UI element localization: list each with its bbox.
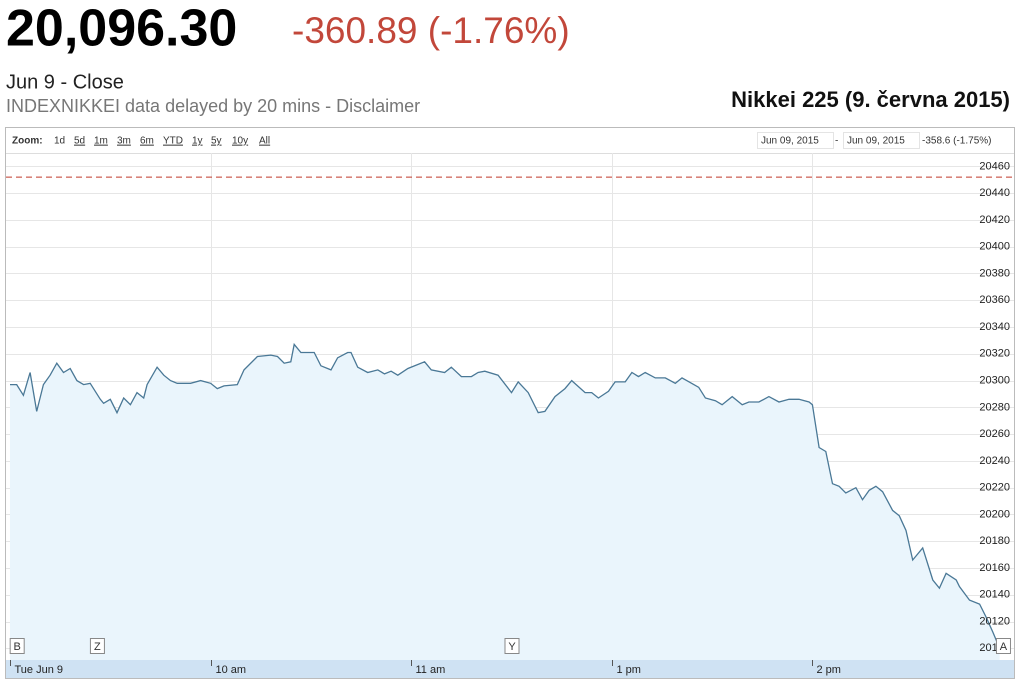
range-start[interactable]: Jun 09, 2015 (761, 136, 819, 147)
zoom-option[interactable]: YTD (163, 136, 183, 147)
status: Jun 9 - Close (6, 71, 124, 93)
y-tick-label: 20160 (979, 562, 1010, 574)
zoom-option[interactable]: 5y (211, 136, 222, 147)
annotation-label: A (1000, 641, 1008, 653)
y-tick-label: 20400 (979, 241, 1010, 253)
y-tick-label: 20300 (979, 374, 1010, 386)
y-tick-label: 20280 (979, 401, 1010, 413)
x-axis-bar (6, 660, 1014, 678)
area-fill (10, 344, 1000, 660)
x-tick-label: 11 am (416, 664, 446, 676)
price: 20,096.30 (6, 0, 237, 58)
y-tick-label: 20420 (979, 214, 1010, 226)
range-end-box[interactable] (843, 132, 920, 149)
y-tick-label: 20440 (979, 187, 1010, 199)
zoom-label: Zoom: (12, 136, 43, 147)
zoom-option[interactable]: 5d (74, 136, 85, 147)
annotation-flag[interactable] (504, 638, 520, 654)
y-tick-label: 20240 (979, 455, 1010, 467)
y-tick-label: 20380 (979, 267, 1010, 279)
y-tick-label: 20140 (979, 589, 1010, 601)
x-tick-label: 1 pm (617, 664, 641, 676)
y-tick-label: 20200 (979, 508, 1010, 520)
annotation-flag[interactable] (995, 638, 1011, 654)
x-tick-label: 10 am (216, 664, 247, 676)
y-tick-label: 20340 (979, 321, 1010, 333)
y-tick-label: 20120 (979, 615, 1010, 627)
annotation-flag[interactable] (89, 638, 105, 654)
annotation-label: Y (508, 641, 516, 653)
range-separator: - (835, 136, 838, 147)
zoom-option[interactable]: 1y (192, 136, 203, 147)
zoom-option[interactable]: All (259, 136, 270, 147)
x-tick-label: Tue Jun 9 (15, 664, 64, 676)
range-change: -358.6 (-1.75%) (922, 136, 991, 147)
x-tick-label: 2 pm (817, 664, 841, 676)
source-note[interactable]: INDEXNIKKEI data delayed by 20 mins - Di… (6, 96, 420, 116)
y-tick-label: 20180 (979, 535, 1010, 547)
y-tick-label: 20320 (979, 348, 1010, 360)
zoom-option[interactable]: 10y (232, 136, 248, 147)
y-tick-label: 20360 (979, 294, 1010, 306)
y-tick-label: 20220 (979, 482, 1010, 494)
y-tick-label: 20260 (979, 428, 1010, 440)
range-start-box[interactable] (757, 132, 834, 149)
price-line (10, 342, 1001, 649)
zoom-option[interactable]: 1m (94, 136, 108, 147)
zoom-option[interactable]: 1d (54, 136, 65, 147)
zoom-option[interactable]: 3m (117, 136, 131, 147)
y-tick-label: 20460 (979, 160, 1010, 172)
annotation-flag[interactable] (9, 638, 25, 654)
range-end[interactable]: Jun 09, 2015 (847, 136, 905, 147)
price-change: -360.89 (-1.76%) (292, 10, 570, 51)
chart-title: Nikkei 225 (9. června 2015) (731, 87, 1010, 112)
annotation-label: Z (94, 641, 101, 653)
zoom-option[interactable]: 6m (140, 136, 154, 147)
annotation-label: B (14, 641, 21, 653)
